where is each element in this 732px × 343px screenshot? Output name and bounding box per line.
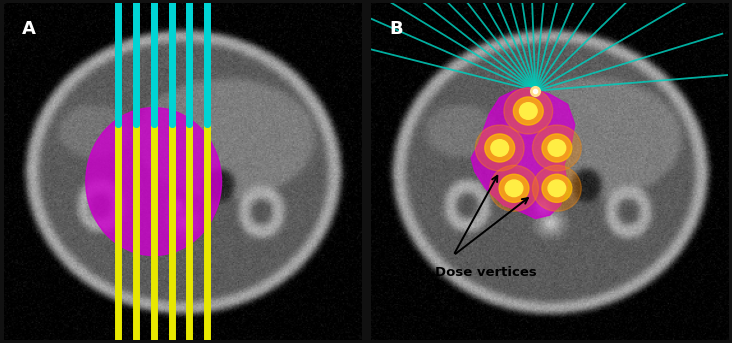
Circle shape [548,180,566,197]
Circle shape [499,174,529,202]
Circle shape [475,125,524,171]
Circle shape [520,103,537,119]
Circle shape [485,134,515,162]
Circle shape [505,180,523,197]
Circle shape [491,140,509,156]
Circle shape [513,97,543,125]
Text: Dose vertices: Dose vertices [436,265,537,279]
Circle shape [490,165,539,211]
Circle shape [532,165,581,211]
Text: A: A [21,20,35,38]
Circle shape [542,174,572,202]
Ellipse shape [86,108,222,256]
Circle shape [532,125,581,171]
Polygon shape [471,87,575,218]
Text: B: B [389,20,403,38]
Circle shape [542,134,572,162]
Circle shape [504,88,553,134]
Circle shape [548,140,566,156]
